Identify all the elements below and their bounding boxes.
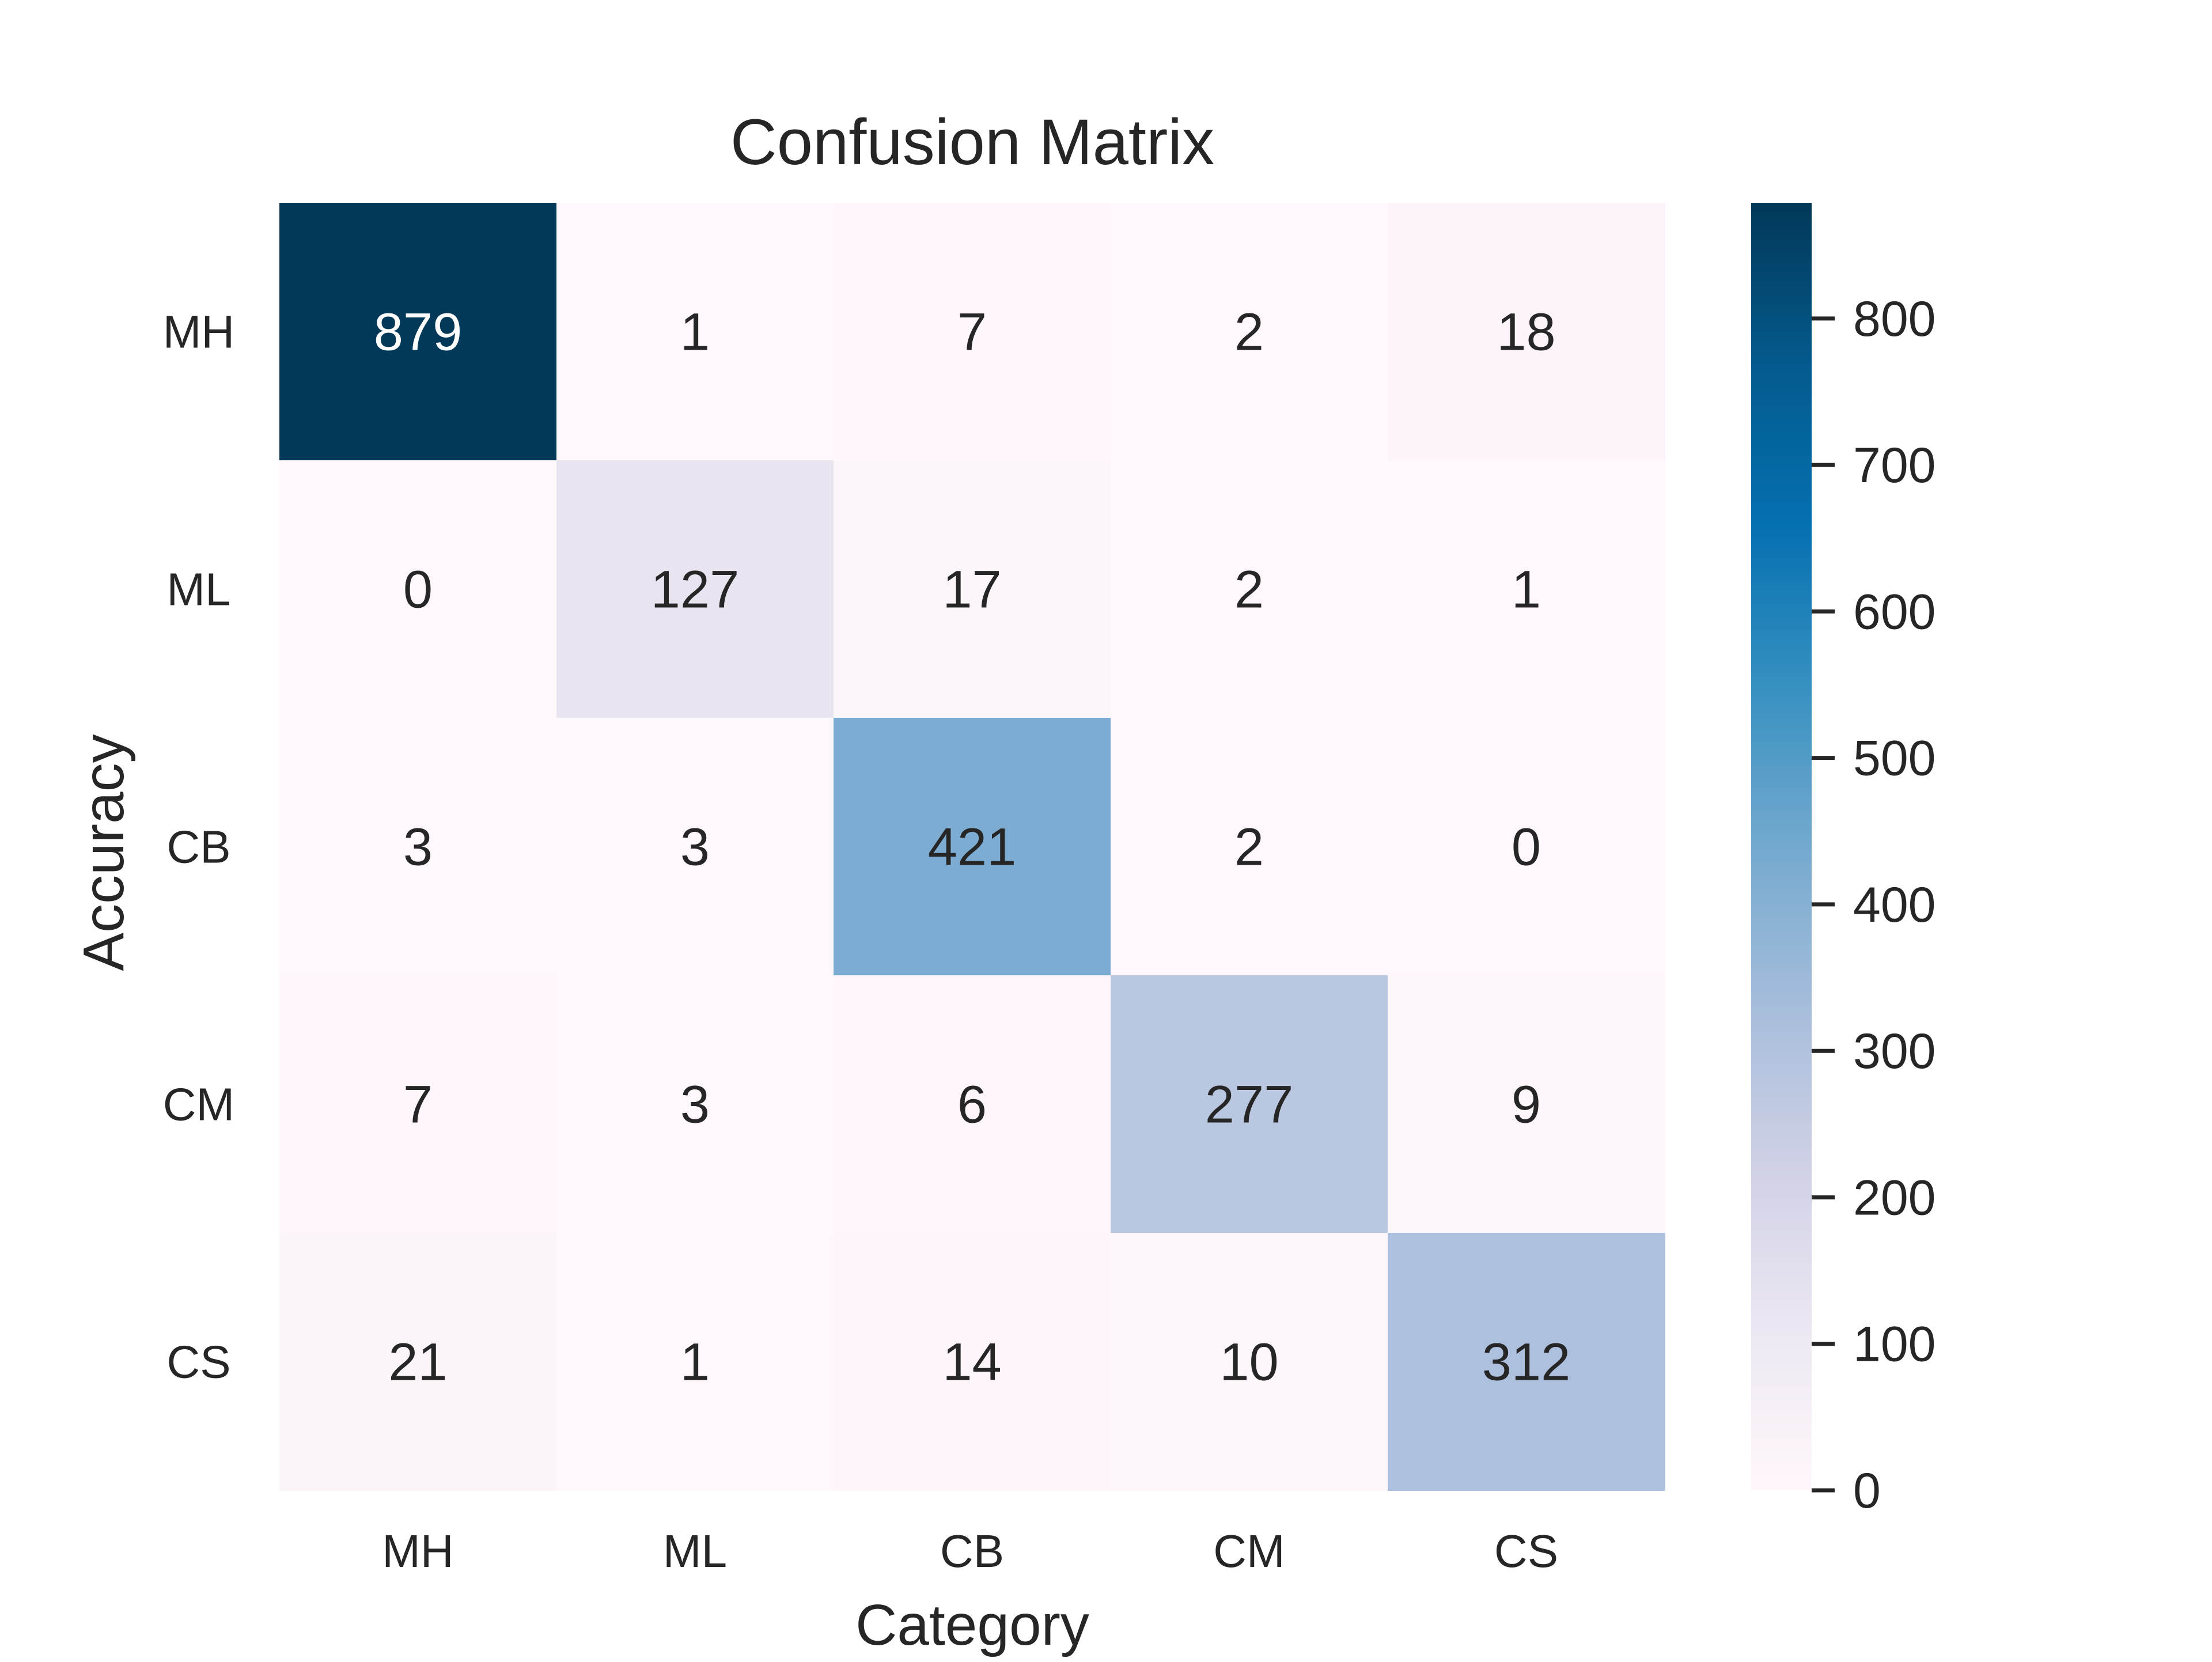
cell-value-label: 6	[957, 1076, 987, 1134]
heatmap-cell-cs-cm	[1111, 1233, 1388, 1491]
heatmap-cell-ml-cb	[834, 460, 1111, 718]
heatmap-cell-mh-cs	[1388, 203, 1665, 461]
cell-value-label: 21	[388, 1333, 447, 1392]
cell-value-label: 0	[403, 561, 433, 619]
y-tick-label-cs: CS	[166, 1337, 230, 1388]
cell-value-label: 17	[942, 561, 1001, 619]
heatmap-cell-mh-mh	[279, 203, 557, 461]
colorbar-tick-label: 0	[1853, 1463, 1881, 1519]
cell-value-label: 3	[403, 818, 433, 877]
colorbar-tick-label: 700	[1853, 438, 1936, 493]
heatmap-cell-mh-cm	[1111, 203, 1388, 461]
cell-value-label: 18	[1497, 303, 1555, 362]
cell-value-label: 9	[1512, 1076, 1541, 1134]
y-tick-label-cb: CB	[166, 821, 230, 873]
cell-value-label: 421	[928, 818, 1017, 877]
chart-title: Confusion Matrix	[730, 106, 1214, 178]
heatmap-cell-cs-cs	[1388, 1233, 1665, 1491]
heatmap-cell-mh-ml	[556, 203, 834, 461]
colorbar-tick-label: 600	[1853, 584, 1936, 639]
x-tick-label-cb: CB	[940, 1525, 1004, 1577]
colorbar-tick-label: 300	[1853, 1024, 1936, 1079]
heatmap-cell-mh-cb	[834, 203, 1111, 461]
heatmap-cell-cm-cm	[1111, 975, 1388, 1233]
cell-value-label: 879	[374, 303, 463, 362]
y-axis-label: Accuracy	[71, 734, 136, 971]
colorbar-tick-label: 400	[1853, 877, 1936, 933]
y-tick-label-mh: MH	[163, 306, 234, 358]
heatmap-cell-cb-cs	[1388, 718, 1665, 976]
colorbar-ticks: 0 100 200 300 400 500 600 700 800	[1812, 291, 1936, 1519]
cell-value-label: 127	[651, 561, 740, 619]
y-tick-label-cm: CM	[163, 1079, 234, 1130]
heatmap-cell-cb-cm	[1111, 718, 1388, 976]
colorbar-tick-label: 500	[1853, 731, 1936, 786]
cell-value-label: 2	[1234, 818, 1264, 877]
heatmap-cells	[279, 203, 1665, 1491]
heatmap-cell-cb-mh	[279, 718, 557, 976]
heatmap-cell-cm-mh	[279, 975, 557, 1233]
heatmap-cell-cm-ml	[556, 975, 834, 1233]
cell-value-label: 14	[942, 1333, 1001, 1392]
x-tick-label-cs: CS	[1494, 1525, 1558, 1577]
heatmap-cell-cs-ml	[556, 1233, 834, 1491]
cell-value-label: 277	[1205, 1076, 1294, 1134]
cell-value-label: 312	[1482, 1333, 1571, 1392]
heatmap-cell-ml-ml	[556, 460, 834, 718]
y-tick-label-ml: ML	[166, 564, 230, 615]
cell-value-label: 1	[680, 1333, 710, 1392]
cell-value-label: 3	[680, 1076, 710, 1134]
y-axis-tick-labels: MH ML CB CM CS	[163, 306, 234, 1388]
colorbar	[1751, 203, 1812, 1490]
cell-value-label: 0	[1512, 818, 1541, 877]
heatmap-cell-cb-ml	[556, 718, 834, 976]
heatmap-cell-cm-cs	[1388, 975, 1665, 1233]
heatmap-cell-ml-mh	[279, 460, 557, 718]
colorbar-tick-label: 100	[1853, 1317, 1936, 1372]
x-axis-label: Category	[855, 1593, 1089, 1657]
cell-value-label: 1	[680, 303, 710, 362]
cell-value-label: 7	[957, 303, 987, 362]
colorbar-tick-label: 800	[1853, 291, 1936, 347]
cell-value-label: 1	[1512, 561, 1541, 619]
heatmap-cell-cm-cb	[834, 975, 1111, 1233]
heatmap-cell-cs-cb	[834, 1233, 1111, 1491]
x-tick-label-mh: MH	[382, 1525, 453, 1577]
cell-value-label: 2	[1234, 303, 1264, 362]
heatmap-cell-cb-cb	[834, 718, 1111, 976]
heatmap-cell-labels: 879 1 7 2 180 127 17 2 13 3 421 2 07 3 6 277 921 1 14 10 312	[374, 303, 1571, 1392]
heatmap-cell-cs-mh	[279, 1233, 557, 1491]
heatmap-cell-ml-cm	[1111, 460, 1388, 718]
x-axis-tick-labels: MH ML CB CM CS	[382, 1525, 1558, 1577]
x-tick-label-ml: ML	[663, 1525, 727, 1577]
heatmap-cell-ml-cs	[1388, 460, 1665, 718]
colorbar-tick-label: 200	[1853, 1170, 1936, 1225]
cell-value-label: 10	[1219, 1333, 1278, 1392]
x-tick-label-cm: CM	[1213, 1525, 1285, 1577]
cell-value-label: 3	[680, 818, 710, 877]
cell-value-label: 7	[403, 1076, 433, 1134]
cell-value-label: 2	[1234, 561, 1264, 619]
